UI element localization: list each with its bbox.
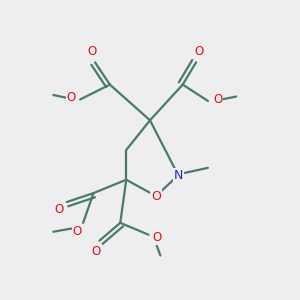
Text: O: O xyxy=(67,92,76,104)
Text: O: O xyxy=(92,244,101,258)
Text: O: O xyxy=(213,93,222,106)
Text: O: O xyxy=(151,190,161,202)
Text: O: O xyxy=(153,231,162,244)
Text: N: N xyxy=(173,169,183,182)
Text: O: O xyxy=(87,45,97,58)
Text: O: O xyxy=(55,203,64,216)
Text: O: O xyxy=(73,225,82,238)
Text: O: O xyxy=(194,45,204,58)
